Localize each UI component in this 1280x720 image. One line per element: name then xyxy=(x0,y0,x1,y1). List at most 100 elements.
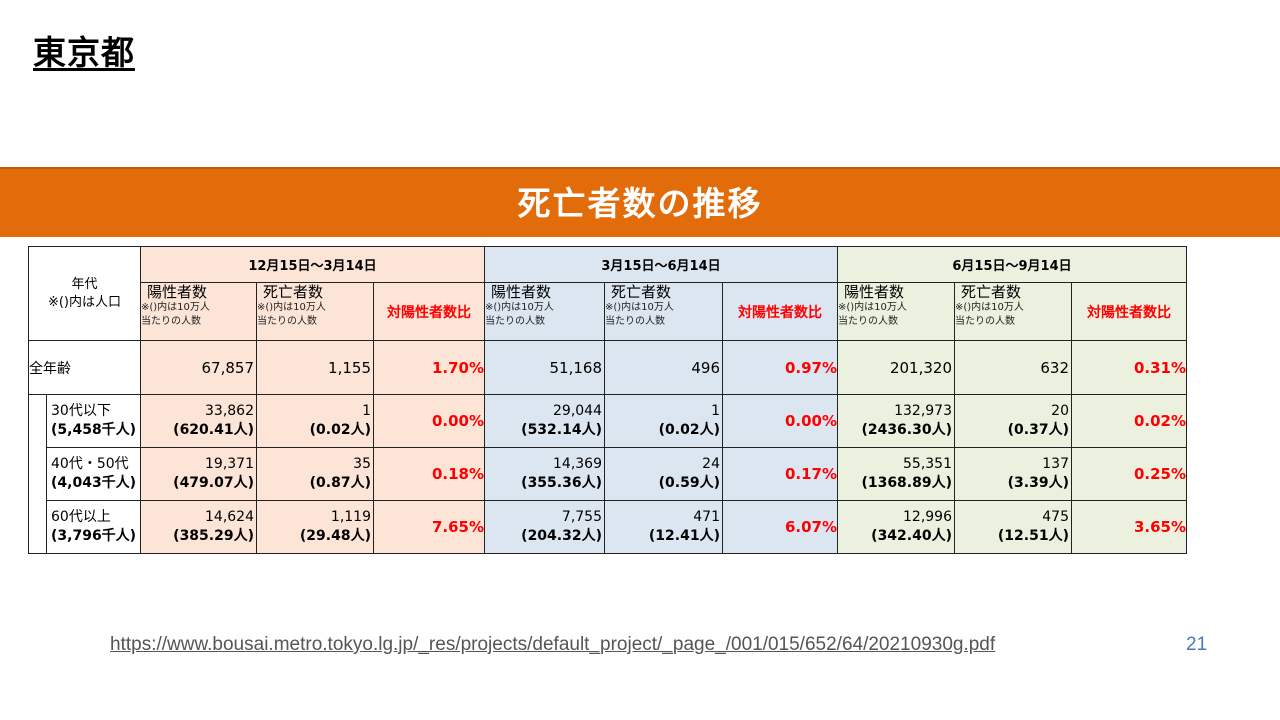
deaths-header: 死亡者数 ※()内は10万人 当たりの人数 xyxy=(604,282,723,341)
ratio-value: 6.07% xyxy=(722,500,838,554)
col-sub-2: 当たりの人数 xyxy=(838,316,899,327)
positive-rate: (342.40人) xyxy=(871,528,952,544)
positive-count: 55,351 (1368.89人) xyxy=(837,447,955,501)
period-header: 3月15日〜6月14日 xyxy=(484,246,838,283)
positive-value: 55,351 xyxy=(903,456,952,472)
ratio-header: 対陽性者数比 xyxy=(722,282,838,341)
ratio-value: 0.17% xyxy=(722,447,838,501)
ratio-value: 0.18% xyxy=(373,447,485,501)
death-count: 471 (12.41人) xyxy=(604,500,723,554)
ratio-header: 対陽性者数比 xyxy=(1071,282,1187,341)
death-rate: (0.02人) xyxy=(309,422,371,438)
ratio-value: 3.65% xyxy=(1071,500,1187,554)
col-title: 陽性者数 xyxy=(491,283,552,302)
deaths-table: 年代 ※()内は人口 12月15日〜3月14日 3月15日〜6月14日 6月15日〜9月… xyxy=(28,246,1187,554)
positive-header: 陽性者数 ※()内は10万人 当たりの人数 xyxy=(837,282,955,341)
page-number: 21 xyxy=(1186,634,1208,655)
death-value: 1 xyxy=(362,403,371,419)
col-sub-1: ※()内は10万人 xyxy=(605,302,674,313)
period-header: 6月15日〜9月14日 xyxy=(837,246,1187,283)
ratio-value: 0.97% xyxy=(722,340,838,395)
col-sub-2: 当たりの人数 xyxy=(485,316,546,327)
death-count: 35 (0.87人) xyxy=(256,447,374,501)
age-header-line2: ※()内は人口 xyxy=(47,294,122,310)
ratio-value: 0.00% xyxy=(373,394,485,448)
positive-rate: (1368.89人) xyxy=(861,475,952,491)
positive-count: 14,624 (385.29人) xyxy=(140,500,257,554)
population: (5,458千人) xyxy=(51,422,137,438)
positive-rate: (2436.30人) xyxy=(861,422,952,438)
positive-value: 12,996 xyxy=(903,509,952,525)
ratio-value: 0.00% xyxy=(722,394,838,448)
positive-count: 67,857 xyxy=(140,340,257,395)
death-count: 496 xyxy=(604,340,723,395)
positive-value: 29,044 xyxy=(553,403,602,419)
death-value: 20 xyxy=(1051,403,1069,419)
age-label: 30代以下 (5,458千人) xyxy=(46,394,141,448)
death-count: 20 (0.37人) xyxy=(954,394,1072,448)
ratio-value: 0.02% xyxy=(1071,394,1187,448)
col-sub-1: ※()内は10万人 xyxy=(955,302,1024,313)
col-sub-1: ※()内は10万人 xyxy=(838,302,907,313)
positive-count: 51,168 xyxy=(484,340,605,395)
col-sub-1: ※()内は10万人 xyxy=(257,302,326,313)
positive-rate: (355.36人) xyxy=(521,475,602,491)
death-rate: (0.87人) xyxy=(309,475,371,491)
death-value: 1 xyxy=(711,403,720,419)
death-rate: (0.37人) xyxy=(1007,422,1069,438)
indent-cell xyxy=(28,394,47,448)
positive-count: 12,996 (342.40人) xyxy=(837,500,955,554)
death-count: 1 (0.02人) xyxy=(604,394,723,448)
age-group: 40代・50代 xyxy=(51,456,129,472)
col-sub-2: 当たりの人数 xyxy=(257,316,318,327)
col-sub-2: 当たりの人数 xyxy=(605,316,666,327)
positive-rate: (620.41人) xyxy=(173,422,254,438)
deaths-header: 死亡者数 ※()内は10万人 当たりの人数 xyxy=(256,282,374,341)
death-value: 137 xyxy=(1042,456,1069,472)
col-title: 死亡者数 xyxy=(263,283,324,302)
col-title: 死亡者数 xyxy=(611,283,672,302)
death-rate: (12.41人) xyxy=(648,528,720,544)
positive-rate: (532.14人) xyxy=(521,422,602,438)
col-sub-2: 当たりの人数 xyxy=(141,316,202,327)
ratio-value: 0.25% xyxy=(1071,447,1187,501)
age-header: 年代 ※()内は人口 xyxy=(28,246,141,341)
death-value: 35 xyxy=(353,456,371,472)
age-label: 60代以上 (3,796千人) xyxy=(46,500,141,554)
death-count: 24 (0.59人) xyxy=(604,447,723,501)
age-label: 40代・50代 (4,043千人) xyxy=(46,447,141,501)
positive-header: 陽性者数 ※()内は10万人 当たりの人数 xyxy=(140,282,257,341)
positive-rate: (479.07人) xyxy=(173,475,254,491)
indent-cell xyxy=(28,447,47,501)
death-value: 475 xyxy=(1042,509,1069,525)
population: (3,796千人) xyxy=(51,528,137,544)
positive-count: 132,973 (2436.30人) xyxy=(837,394,955,448)
death-count: 1,119 (29.48人) xyxy=(256,500,374,554)
positive-count: 7,755 (204.32人) xyxy=(484,500,605,554)
positive-value: 19,371 xyxy=(205,456,254,472)
deaths-header: 死亡者数 ※()内は10万人 当たりの人数 xyxy=(954,282,1072,341)
death-rate: (0.02人) xyxy=(658,422,720,438)
source-link[interactable]: https://www.bousai.metro.tokyo.lg.jp/_re… xyxy=(110,634,996,655)
positive-value: 14,624 xyxy=(205,509,254,525)
ratio-header: 対陽性者数比 xyxy=(373,282,485,341)
period-header: 12月15日〜3月14日 xyxy=(140,246,485,283)
positive-value: 7,755 xyxy=(561,509,602,525)
positive-count: 201,320 xyxy=(837,340,955,395)
death-value: 24 xyxy=(702,456,720,472)
banner: 死亡者数の推移 xyxy=(0,167,1280,237)
ratio-value: 7.65% xyxy=(373,500,485,554)
death-rate: (29.48人) xyxy=(299,528,371,544)
death-count: 475 (12.51人) xyxy=(954,500,1072,554)
positive-count: 14,369 (355.36人) xyxy=(484,447,605,501)
positive-value: 14,369 xyxy=(553,456,602,472)
age-group: 30代以下 xyxy=(51,403,111,419)
positive-header: 陽性者数 ※()内は10万人 当たりの人数 xyxy=(484,282,605,341)
positive-value: 33,862 xyxy=(205,403,254,419)
positive-count: 19,371 (479.07人) xyxy=(140,447,257,501)
positive-count: 33,862 (620.41人) xyxy=(140,394,257,448)
col-sub-1: ※()内は10万人 xyxy=(141,302,210,313)
ratio-value: 0.31% xyxy=(1071,340,1187,395)
death-rate: (3.39人) xyxy=(1007,475,1069,491)
death-count: 1 (0.02人) xyxy=(256,394,374,448)
